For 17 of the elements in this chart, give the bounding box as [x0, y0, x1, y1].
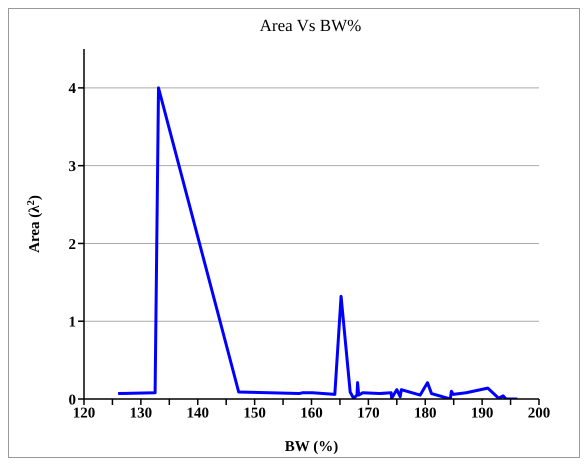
x-tick-label: 150	[243, 406, 266, 422]
x-tick-label: 170	[357, 406, 380, 422]
x-tick-label: 200	[528, 406, 550, 422]
y-tick-label: 3	[68, 158, 76, 175]
y-tick-label: 1	[68, 314, 76, 331]
y-tick-label: 4	[68, 81, 76, 98]
x-tick-label: 140	[186, 406, 209, 422]
x-tick-label: 190	[470, 406, 494, 422]
x-axis-title: BW (%)	[284, 439, 338, 455]
x-tick-label: 160	[300, 406, 323, 422]
x-tick-label: 120	[72, 406, 96, 422]
y-tick-label: 0	[68, 392, 76, 408]
x-tick-label: 180	[414, 406, 436, 422]
line-series	[116, 86, 519, 399]
chart-title: Area Vs BW%	[260, 16, 362, 35]
y-tick-label: 2	[68, 236, 76, 253]
x-tick-label: 130	[130, 406, 152, 422]
